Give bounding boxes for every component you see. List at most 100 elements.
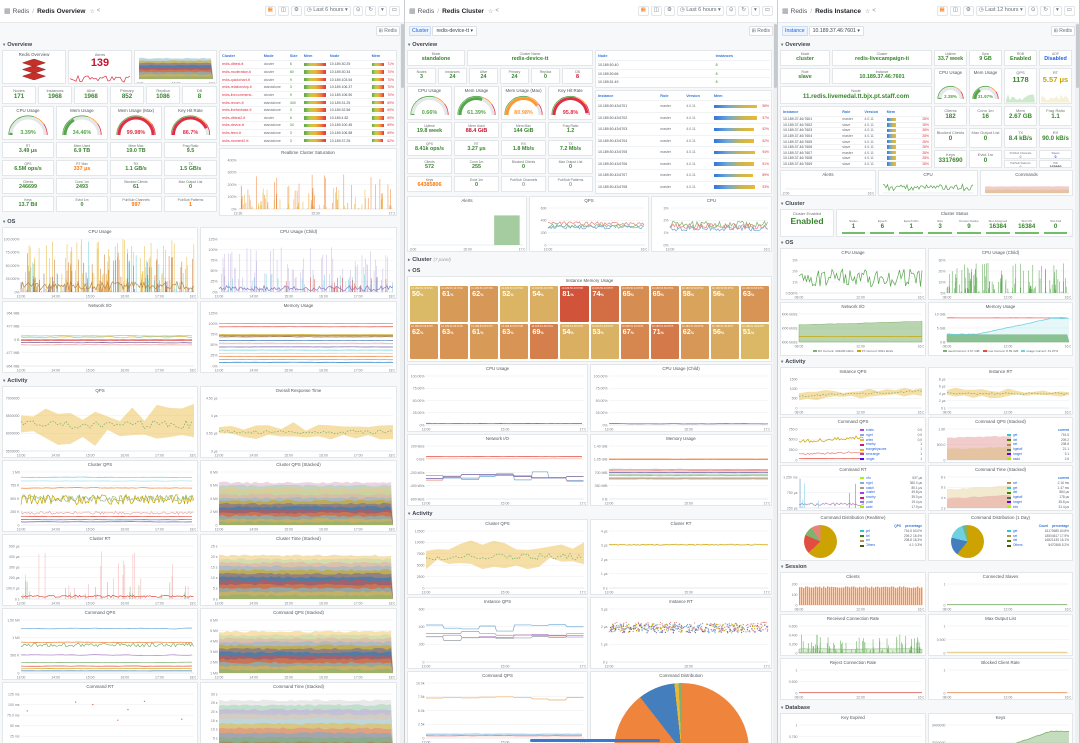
legend-series-name[interactable]: zincrby xyxy=(865,495,876,500)
star-icon[interactable]: ☆ xyxy=(487,8,494,15)
refresh-caret-icon[interactable]: ▾ xyxy=(751,6,760,16)
share-icon[interactable]: < xyxy=(495,8,499,14)
legend-series-name[interactable]: hmget xyxy=(865,456,875,461)
legend-item[interactable]: used Current: 2.67 GiB xyxy=(942,349,980,355)
legend-series-name[interactable]: set xyxy=(1012,442,1018,447)
panel-title[interactable]: Clients xyxy=(846,574,860,579)
dashboard-tag[interactable]: ⊞ Redis xyxy=(1050,26,1075,36)
panel-title[interactable]: Instance Memory Usage xyxy=(565,278,614,283)
panel-title[interactable]: Memory Usage xyxy=(985,304,1016,309)
tv-mode-icon[interactable]: ▭ xyxy=(1063,6,1075,16)
refresh-icon[interactable]: ↻ xyxy=(738,6,750,16)
table-header-cell[interactable]: Node xyxy=(598,54,608,58)
panel-title[interactable]: Connected Slaves xyxy=(982,574,1019,579)
section-overview[interactable]: ▾ Overview xyxy=(0,39,400,50)
panel-title[interactable]: Command Time (Stacked) xyxy=(975,467,1026,472)
panel-title[interactable]: Command Time (Stacked) xyxy=(273,684,324,689)
section-os[interactable]: ▾ OS xyxy=(0,216,400,227)
panel-title[interactable]: Memory Usage xyxy=(283,303,314,308)
section-cluster[interactable]: ▾ Cluster xyxy=(778,198,1075,209)
table-cell[interactable]: redis-dbtest2-tt xyxy=(222,115,246,120)
panel-title[interactable]: Blocked Client Rate xyxy=(981,660,1020,665)
legend-series-name[interactable]: zincrby xyxy=(865,442,876,447)
panel-title[interactable]: Instance RT xyxy=(669,599,693,604)
panel-title[interactable]: Instance QPS xyxy=(483,599,512,604)
panel-title[interactable]: Mem Usage xyxy=(70,108,94,113)
save-dashboard-icon[interactable]: ◫ xyxy=(949,6,961,16)
refresh-caret-icon[interactable]: ▾ xyxy=(378,6,387,16)
panel-title[interactable]: Command Distribution (Realtime) xyxy=(820,515,886,520)
add-panel-icon[interactable]: ▦ xyxy=(637,6,649,16)
panel-title[interactable]: Network I/O xyxy=(841,304,865,309)
table-header-cell[interactable]: Instances xyxy=(715,54,734,58)
panel-title[interactable]: Command RT xyxy=(86,684,114,689)
section-database[interactable]: ▾ Database xyxy=(778,702,1075,713)
table-cell[interactable]: redis-livecommend.. xyxy=(222,92,254,97)
star-icon[interactable]: ☆ xyxy=(864,8,871,15)
legend-series-name[interactable]: del xyxy=(1012,490,1018,495)
legend-series-name[interactable]: lpush xyxy=(865,499,874,504)
section-activity[interactable]: ▾ Activity xyxy=(778,356,1075,367)
panel-title[interactable]: Command QPS (Stacked) xyxy=(975,419,1026,424)
vertical-scrollbar[interactable] xyxy=(1075,22,1079,743)
panel-title[interactable]: Memory Usage xyxy=(666,436,696,441)
table-header-cell[interactable]: Size xyxy=(289,54,298,58)
vertical-scrollbar[interactable] xyxy=(400,22,404,743)
panel-title[interactable]: CPU Usage xyxy=(88,229,112,234)
section-overview[interactable]: ▾ Overview xyxy=(405,39,773,50)
legend-series-name[interactable]: zrevrange xyxy=(865,451,880,456)
dashboard-tag[interactable]: ⊞ Redis xyxy=(375,26,400,36)
panel-title[interactable]: Instance RT xyxy=(988,369,1013,374)
time-range-picker[interactable]: ◷ Last 6 hours ▾ xyxy=(676,6,724,16)
legend-series-name[interactable]: sadd xyxy=(1012,456,1020,461)
panel-title[interactable]: Cluster Status xyxy=(940,211,969,216)
panel-title[interactable]: Realtime Cluster Saturation xyxy=(281,150,335,155)
refresh-caret-icon[interactable]: ▾ xyxy=(1053,6,1062,16)
panel-title[interactable]: Command Distribution xyxy=(659,673,703,678)
dashboard-settings-icon[interactable]: ⚙ xyxy=(962,6,974,16)
legend-series-name[interactable]: set xyxy=(865,538,870,543)
dashboard-settings-icon[interactable]: ⚙ xyxy=(290,6,302,16)
refresh-icon[interactable]: ↻ xyxy=(365,6,377,16)
legend-series-name[interactable]: zrangebyscore xyxy=(865,447,887,452)
table-header-cell[interactable]: Role xyxy=(842,110,851,114)
panel-title[interactable]: Command Distribution (1 Day) xyxy=(970,515,1031,520)
legend-series-name[interactable]: hgetall xyxy=(1012,495,1023,500)
legend-series-name[interactable]: hmget xyxy=(1012,451,1022,456)
panel-title[interactable]: Alerts xyxy=(461,198,473,203)
panel-title[interactable]: Network I/O xyxy=(485,436,510,441)
table-cell[interactable]: redis-moment2-tt xyxy=(222,138,249,143)
legend-series-name[interactable]: del xyxy=(865,533,870,538)
legend-series-name[interactable]: get xyxy=(865,528,870,533)
panel-title[interactable]: Redis Overview xyxy=(18,52,50,57)
panel-title[interactable]: CPU Usage (Child) xyxy=(279,229,318,234)
panel-title[interactable]: Command QPS xyxy=(84,610,116,615)
panel-title[interactable]: Cluster QPS xyxy=(87,462,113,467)
panel-title[interactable]: Instance QPS xyxy=(839,369,867,374)
panel-title[interactable]: Key Expired xyxy=(841,715,865,720)
legend-series-name[interactable]: get xyxy=(1012,432,1018,437)
scrollbar-thumb[interactable] xyxy=(1075,24,1079,88)
panel-title[interactable]: CPU Usage (Child) xyxy=(981,250,1020,255)
table-cell[interactable]: redis-livefanbase-ti xyxy=(222,108,252,113)
table-cell[interactable]: redis-feed-tt xyxy=(222,131,241,136)
panel-title[interactable]: CPU Usage xyxy=(841,250,865,255)
table-header-cell[interactable]: Instance xyxy=(783,110,799,114)
section-session[interactable]: ▾ Session xyxy=(778,561,1075,572)
panel-title[interactable]: Overall Response Time xyxy=(275,388,322,393)
panel-title[interactable]: Received Connection Rate xyxy=(826,616,880,621)
legend-series-name[interactable]: exists xyxy=(865,428,874,432)
legend-series-name[interactable]: hmget xyxy=(1012,499,1022,504)
legend-series-name[interactable]: del xyxy=(1012,437,1018,442)
panel-title[interactable]: QPS xyxy=(584,198,594,203)
panel-title[interactable]: Cluster RT xyxy=(670,521,692,526)
legend-item[interactable]: max Current: 8.59 GiB xyxy=(982,349,1018,355)
scrollbar-thumb[interactable] xyxy=(773,24,777,88)
panel-title[interactable]: CPU xyxy=(923,172,933,177)
table-cell[interactable]: redis-relationship-ti xyxy=(222,85,252,90)
legend-series-name[interactable]: sadd xyxy=(865,504,873,509)
legend-series-name[interactable]: Others xyxy=(1012,543,1023,548)
legend-item[interactable]: TX Current: 6611 kbit/s xyxy=(856,349,893,355)
variable-value-dropdown[interactable]: 10.189.37.46:7601 ▾ xyxy=(808,26,864,36)
legend-series-name[interactable]: hgetall xyxy=(1012,447,1023,452)
